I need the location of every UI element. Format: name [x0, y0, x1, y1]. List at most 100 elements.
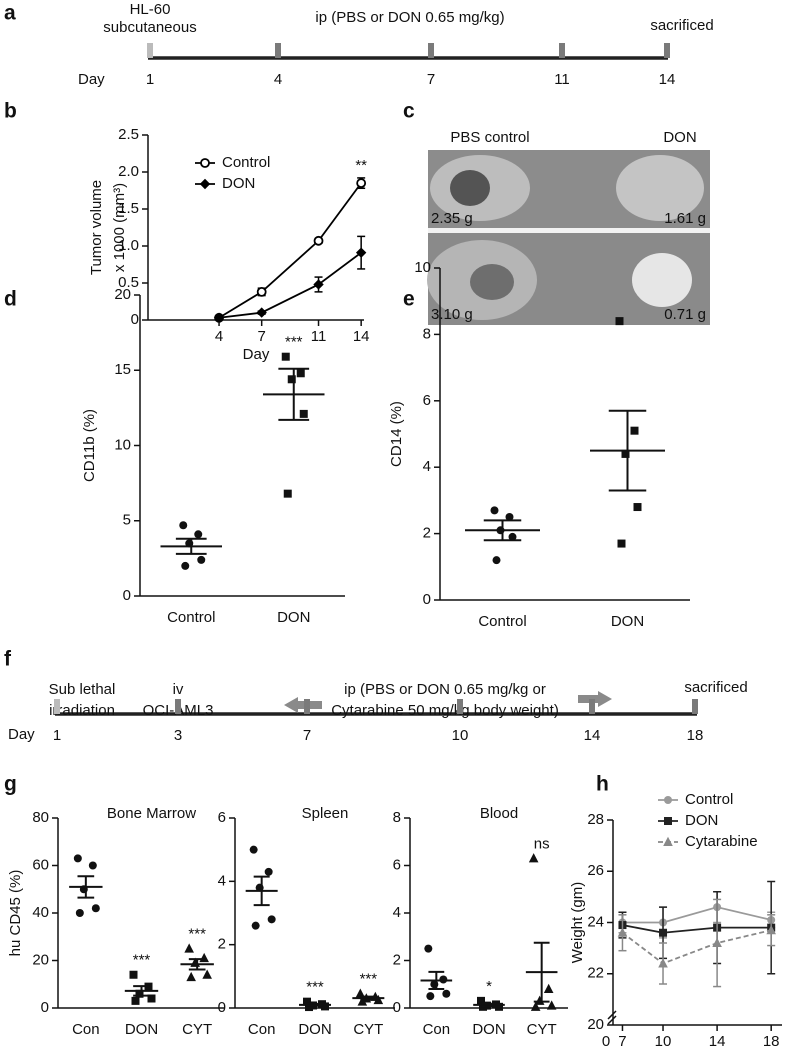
tumor [616, 155, 704, 221]
marker [181, 561, 190, 570]
subplot-title: Blood [480, 805, 518, 822]
marker [249, 845, 258, 854]
day-marker [559, 43, 565, 58]
panel-label: e [403, 288, 415, 311]
day-marker [457, 699, 463, 714]
x-tick-label: Con [72, 1021, 100, 1038]
legend-label: Control [685, 791, 733, 808]
x-tick-label: 11 [311, 328, 327, 345]
marker [477, 996, 485, 1005]
series-line [218, 251, 362, 319]
tumor-dark [470, 264, 514, 300]
day-number: 3 [174, 727, 182, 744]
significance-label: ** [355, 157, 367, 174]
significance-label: *** [188, 926, 206, 943]
x-tick-label: DON [298, 1021, 331, 1038]
timeline-text: Cytarabine 50 mg/kg body weight) [331, 702, 559, 719]
y-tick-label: 0 [41, 999, 49, 1016]
x-axis-label: Day [243, 346, 270, 363]
marker [194, 530, 203, 539]
legend-label: DON [685, 812, 718, 829]
y-tick-label: 6 [218, 809, 226, 826]
x-tick-label: CYT [353, 1021, 383, 1038]
significance-label: * [486, 978, 492, 995]
marker [131, 996, 140, 1005]
day-marker [54, 699, 60, 714]
marker [508, 532, 517, 541]
y-axis-label: CD11b (%) [81, 409, 98, 482]
marker [492, 556, 501, 565]
marker [321, 1002, 329, 1011]
weight-label: 2.35 g [431, 210, 473, 227]
legend-label: Cytarabine [685, 833, 758, 850]
y-tick-label: 26 [587, 862, 604, 879]
day-number: 7 [427, 71, 435, 88]
marker [530, 1001, 541, 1011]
x-tick-label: Control [167, 609, 215, 626]
marker [75, 909, 84, 917]
y-tick-label: 24 [587, 913, 604, 930]
y-tick-label: 4 [393, 904, 401, 921]
marker [186, 971, 196, 982]
y-tick-label: 20 [587, 1016, 604, 1033]
marker [664, 817, 672, 825]
axis-break [607, 1010, 617, 1020]
marker [200, 158, 210, 168]
significance-label: *** [285, 334, 303, 351]
y-tick-label: 8 [393, 809, 401, 826]
marker [615, 317, 624, 326]
marker [88, 861, 97, 870]
marker [373, 994, 384, 1005]
y-tick-label: 22 [587, 965, 604, 982]
y-tick-label: 2 [393, 951, 401, 968]
marker [355, 247, 367, 258]
timeline-text: sacrificed [650, 17, 713, 34]
day-number: 1 [53, 727, 61, 744]
series-line [621, 929, 772, 965]
marker [73, 854, 82, 863]
y-tick-label: 2 [423, 525, 431, 542]
significance-label: *** [133, 952, 151, 969]
x-tick-label: Con [423, 1021, 451, 1038]
y-tick-label: 15 [114, 361, 131, 378]
marker [305, 1003, 313, 1012]
y-tick-label: 40 [32, 904, 49, 921]
x-tick-label: DON [472, 1021, 505, 1038]
marker [424, 944, 433, 953]
y-tick-label: 2.5 [118, 126, 139, 143]
marker [617, 927, 628, 937]
marker [630, 426, 639, 435]
x-tick-label: 4 [215, 328, 223, 345]
y-tick-label: 0 [393, 999, 401, 1016]
marker [313, 279, 324, 290]
y-tick-label: 0 [423, 591, 431, 608]
subplot-title: Bone Marrow [107, 805, 196, 822]
marker [426, 992, 435, 1001]
day-label: Day [78, 71, 105, 88]
marker [202, 969, 212, 979]
x-tick-label: CYT [182, 1021, 212, 1038]
day-marker [175, 699, 181, 714]
axis-break [607, 1015, 617, 1025]
marker [179, 521, 188, 530]
marker [135, 989, 144, 998]
panel-label: d [4, 288, 17, 311]
timeline-text: irradiation [49, 702, 115, 719]
panel-label: h [596, 773, 609, 796]
marker [184, 943, 194, 953]
y-tick-label: 8 [423, 325, 431, 342]
y-tick-label: 0 [123, 587, 131, 604]
y-tick-label: 0 [131, 311, 139, 328]
marker [633, 503, 642, 512]
marker [256, 286, 267, 297]
series-line [622, 924, 772, 934]
y-tick-label: 80 [32, 809, 49, 826]
weight-label: 0.71 g [664, 306, 706, 323]
y-tick-label: 10 [414, 259, 431, 276]
marker [299, 409, 308, 418]
y-tick-label: 4 [218, 872, 226, 889]
marker [356, 178, 367, 189]
marker [129, 970, 138, 979]
marker [313, 235, 324, 246]
